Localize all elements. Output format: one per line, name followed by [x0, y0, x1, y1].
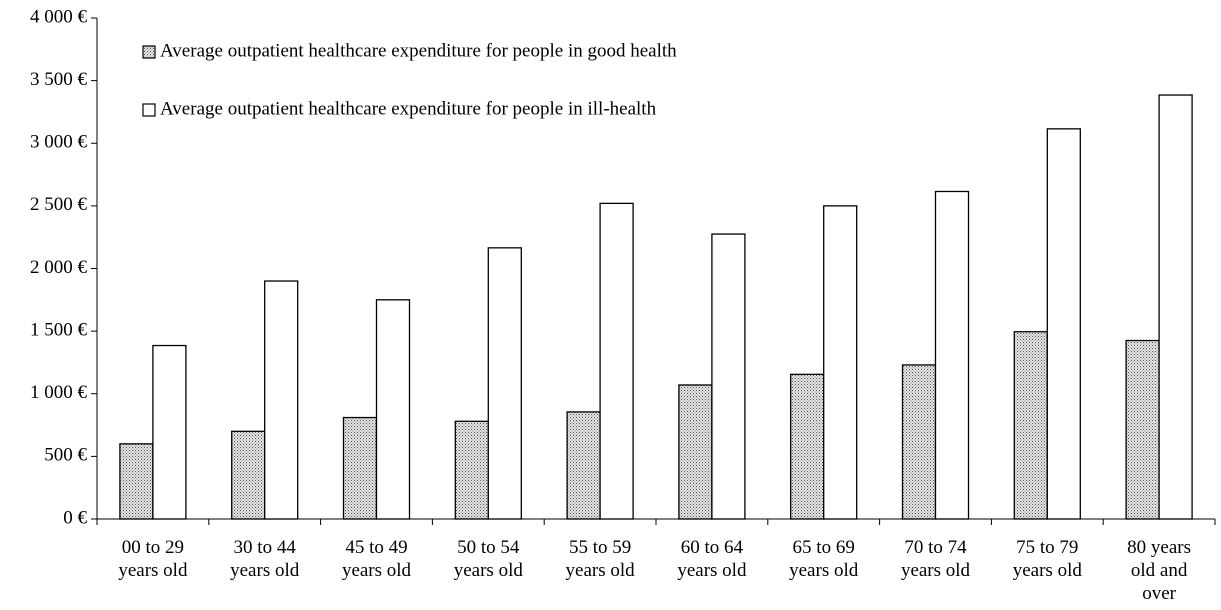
- y-tick-label: 1 000 €: [30, 382, 88, 403]
- bar: [1158, 94, 1193, 520]
- bar: [678, 384, 713, 520]
- y-tick-label: 2 000 €: [30, 257, 88, 278]
- x-tick-label: 70 to 74 years old: [901, 537, 971, 581]
- legend-swatch: [142, 103, 156, 117]
- x-tick-label: 55 to 59 years old: [566, 537, 636, 581]
- bar: [823, 205, 858, 520]
- legend-label: Average outpatient healthcare expenditur…: [160, 98, 657, 119]
- y-tick-label: 4 000 €: [30, 6, 88, 27]
- bar: [711, 233, 746, 520]
- bar: [1013, 331, 1048, 520]
- bar: [566, 411, 601, 520]
- y-tick-label: 1 500 €: [30, 319, 88, 340]
- bar: [934, 190, 970, 520]
- x-tick-label: 45 to 49 years old: [342, 537, 412, 581]
- bar: [231, 430, 266, 520]
- y-tick-label: 2 500 €: [30, 194, 88, 215]
- y-tick-label: 0 €: [63, 507, 87, 528]
- bar: [487, 247, 522, 520]
- bar: [375, 299, 411, 520]
- bar: [152, 344, 187, 520]
- bar: [264, 280, 299, 520]
- bar: [790, 373, 825, 520]
- x-tick-label: 00 to 29 years old: [118, 537, 188, 581]
- bar: [1125, 339, 1160, 520]
- x-tick-label: 75 to 79 years old: [1013, 537, 1083, 581]
- y-tick-label: 3 000 €: [30, 132, 88, 153]
- bar: [1046, 128, 1081, 520]
- x-tick-label: 60 to 64 years old: [677, 537, 747, 581]
- y-tick-label: 500 €: [44, 445, 87, 466]
- bar: [599, 202, 634, 520]
- y-tick-label: 3 500 €: [30, 69, 88, 90]
- bar: [342, 416, 378, 520]
- legend-label: Average outpatient healthcare expenditur…: [160, 40, 677, 61]
- x-tick-label: 65 to 69 years old: [789, 537, 859, 581]
- x-tick-label: 80 years old and over: [1127, 537, 1191, 604]
- legend-swatch: [142, 45, 156, 59]
- bar: [119, 443, 154, 520]
- bar: [901, 364, 937, 520]
- bar: [454, 420, 489, 520]
- x-tick-label: 30 to 44 years old: [230, 537, 300, 581]
- x-tick-label: 50 to 54 years old: [454, 537, 524, 581]
